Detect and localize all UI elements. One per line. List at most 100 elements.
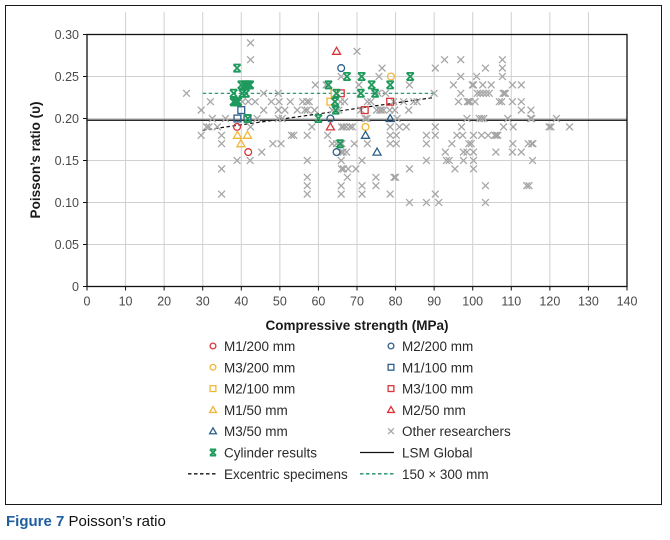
grid-lines xyxy=(87,12,628,287)
data-point-other-researchers xyxy=(363,139,372,148)
data-point-other-researchers xyxy=(448,139,456,148)
data-point-other-researchers xyxy=(501,89,510,98)
data-point-other-researchers xyxy=(310,106,319,114)
data-point-other-researchers xyxy=(499,123,508,131)
data-point-other-researchers xyxy=(393,114,401,123)
legend-label: Cylinder results xyxy=(224,446,317,461)
data-point-m2-200-mm xyxy=(337,64,346,73)
legend-item-m2-50-mm: M2/50 mm xyxy=(386,403,466,418)
data-point-other-researchers xyxy=(422,156,431,165)
data-point-other-researchers xyxy=(395,123,404,131)
data-point-other-researchers xyxy=(457,123,466,131)
data-point-m2-200-mm xyxy=(332,148,341,157)
data-point-cylinder-results xyxy=(335,139,345,149)
data-point-other-researchers xyxy=(490,131,499,140)
data-point-cylinder-results xyxy=(385,80,395,90)
data-point-other-researchers xyxy=(267,97,276,106)
data-point-cylinder-results xyxy=(405,72,415,81)
y-tick-label: 0.05 xyxy=(55,238,79,252)
data-point-cylinder-results xyxy=(357,72,366,81)
data-point-cylinder-results xyxy=(237,80,246,90)
legend-swatch-hourglass xyxy=(209,448,217,457)
data-point-other-researchers xyxy=(552,114,561,123)
data-point-other-researchers xyxy=(246,55,255,64)
data-point-other-researchers xyxy=(206,97,215,106)
data-point-other-researchers xyxy=(358,190,366,198)
data-point-other-researchers xyxy=(378,64,386,72)
data-point-other-researchers xyxy=(422,139,431,148)
data-point-other-researchers xyxy=(286,97,295,106)
data-point-other-researchers xyxy=(565,123,574,131)
data-point-other-researchers xyxy=(246,39,255,47)
data-point-other-researchers xyxy=(305,97,314,106)
data-point-other-researchers xyxy=(372,181,380,190)
legend-swatch-square xyxy=(387,363,395,371)
x-tick-label: 50 xyxy=(273,295,287,309)
legend-swatch-triangle xyxy=(208,405,218,414)
legend-label: M3/100 mm xyxy=(402,382,473,397)
data-point-other-researchers xyxy=(547,123,555,131)
legend-item-m1-100-mm: M1/100 mm xyxy=(387,360,473,375)
y-tick-label: 0 xyxy=(72,280,79,294)
data-point-other-researchers xyxy=(217,131,226,140)
data-point-other-researchers xyxy=(278,114,287,123)
data-point-m2-50-mm xyxy=(331,45,342,55)
data-point-other-researchers xyxy=(442,156,451,165)
data-point-other-researchers xyxy=(274,106,283,114)
data-point-cylinder-results xyxy=(230,97,239,107)
legend-label: LSM Global xyxy=(402,446,473,461)
legend-swatch-triangle xyxy=(208,426,218,435)
data-point-other-researchers xyxy=(363,97,372,106)
legend-item-150-300-mm: 150 × 300 mm xyxy=(360,467,489,482)
data-point-cylinder-results xyxy=(331,105,341,115)
legend-label: M1/100 mm xyxy=(402,360,473,375)
data-point-other-researchers xyxy=(481,181,490,190)
data-point-other-researchers xyxy=(481,198,490,207)
data-point-other-researchers xyxy=(323,131,332,140)
data-point-other-researchers xyxy=(449,81,458,89)
figure-frame xyxy=(5,5,662,505)
data-point-other-researchers xyxy=(346,123,354,131)
data-point-other-researchers xyxy=(381,89,390,98)
data-point-other-researchers xyxy=(402,123,411,131)
data-point-other-researchers xyxy=(390,106,399,114)
data-point-other-researchers xyxy=(463,97,472,106)
data-point-other-researchers xyxy=(374,89,383,98)
data-point-other-researchers xyxy=(217,139,226,148)
data-point-other-researchers xyxy=(337,156,346,165)
data-point-other-researchers xyxy=(301,106,309,114)
data-point-cylinder-results xyxy=(243,80,253,90)
legend-item-excentric-specimens: Excentric specimens xyxy=(188,467,348,482)
x-tick-label: 110 xyxy=(501,295,521,309)
data-point-other-researchers xyxy=(508,148,517,156)
legend-item-m3-100-mm: M3/100 mm xyxy=(387,382,473,397)
x-tick-label: 120 xyxy=(539,295,560,309)
data-point-cylinder-results xyxy=(233,97,243,107)
data-point-m3-200-mm xyxy=(361,122,370,131)
data-point-other-researchers xyxy=(182,89,191,98)
data-point-cylinder-results xyxy=(243,114,253,123)
data-point-other-researchers xyxy=(269,139,277,148)
data-point-other-researchers xyxy=(404,106,413,114)
legend-swatch-circle xyxy=(387,342,395,350)
data-point-other-researchers xyxy=(274,89,283,98)
data-point-other-researchers xyxy=(221,114,230,123)
data-point-other-researchers xyxy=(386,190,395,198)
data-point-other-researchers xyxy=(508,139,517,148)
data-point-m3-50-mm xyxy=(385,113,396,123)
x-tick-label: 130 xyxy=(578,295,599,309)
series-layer xyxy=(87,39,627,207)
data-point-other-researchers xyxy=(303,181,312,190)
data-point-other-researchers xyxy=(456,55,465,64)
data-point-other-researchers xyxy=(509,123,518,131)
legend-label: Other researchers xyxy=(402,424,511,439)
data-point-other-researchers xyxy=(259,106,268,114)
data-point-cylinder-results xyxy=(240,80,249,90)
data-point-other-researchers xyxy=(353,47,361,56)
data-point-cylinder-results xyxy=(229,88,238,98)
data-point-other-researchers xyxy=(456,89,465,98)
data-point-other-researchers xyxy=(259,89,268,98)
data-point-other-researchers xyxy=(527,139,536,148)
x-tick-label: 70 xyxy=(350,295,364,309)
data-point-other-researchers xyxy=(233,156,241,165)
